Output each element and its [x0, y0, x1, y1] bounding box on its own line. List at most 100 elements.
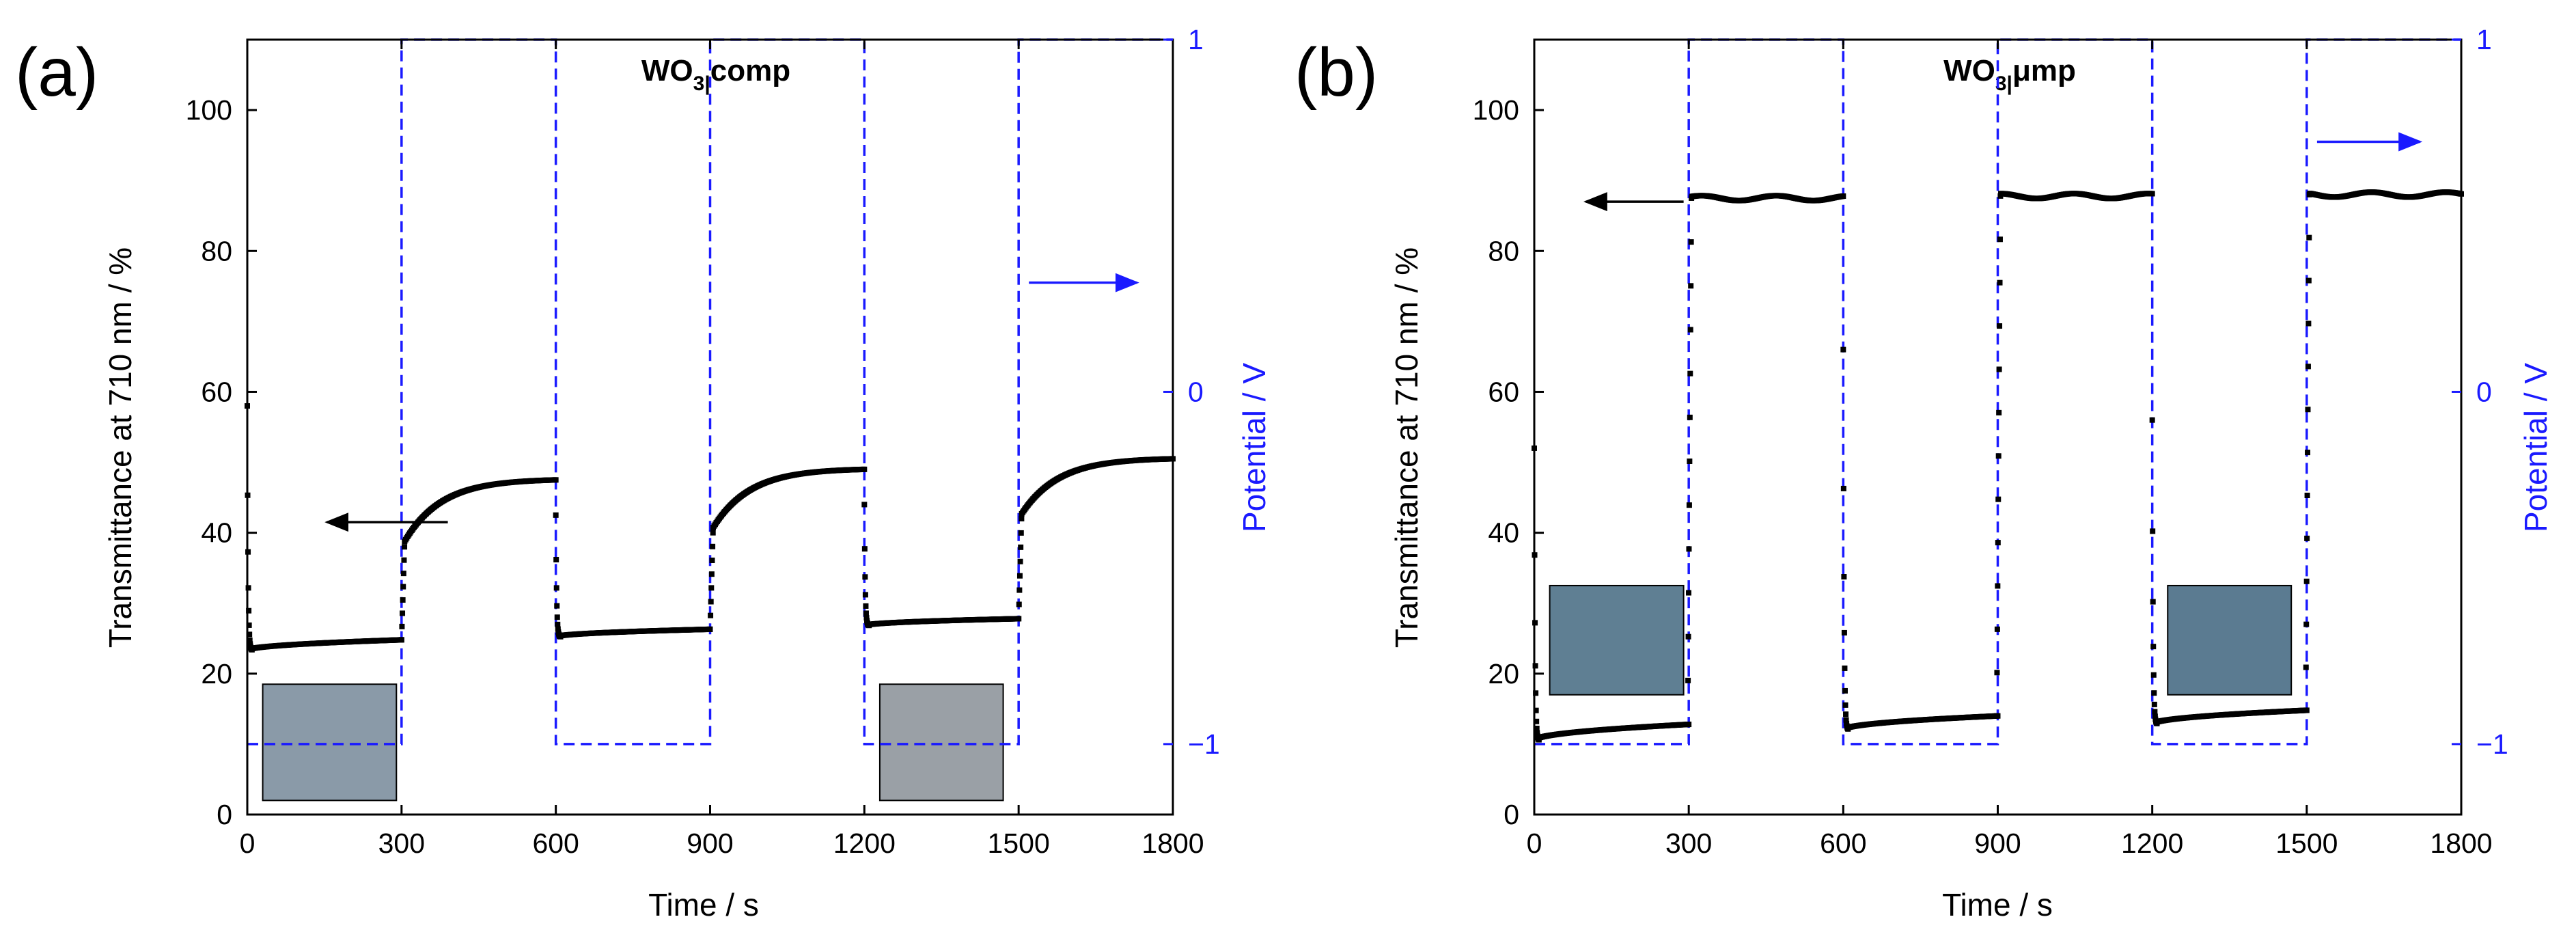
- panel-a-y-left-tick-label: 80: [201, 235, 232, 266]
- panel-a-label: (a): [15, 34, 98, 111]
- panel-b-transmittance-point: [1686, 502, 1692, 508]
- panel-a-transmittance-point: [710, 530, 716, 536]
- panel-a-transmittance-point: [1019, 516, 1025, 522]
- panel-b-transmittance-point: [2303, 707, 2309, 713]
- panel-a-inset-sample-1: [262, 683, 398, 802]
- panel-b-y-right-tick-label: 0: [2476, 376, 2492, 407]
- panel-b-transmittance-point: [1686, 546, 1692, 552]
- panel-a-x-tick-label: 1500: [988, 828, 1050, 859]
- panel-a-x-tick-label: 600: [532, 828, 579, 859]
- panel-b-inset-sample-1: [1549, 584, 1685, 696]
- panel-b-y-left-tick-label: 100: [1473, 94, 1519, 126]
- panel-b-transmittance-point: [1687, 370, 1693, 377]
- panel-b-transmittance-point: [1688, 239, 1694, 245]
- panel-b-transmittance-point: [1840, 346, 1846, 353]
- panel-a-title: WO3|comp: [641, 54, 790, 95]
- panel-b-x-axis-label: Time / s: [1942, 887, 2053, 922]
- panel-b-transmittance-point: [2303, 664, 2309, 670]
- panel-b-y-right-tick-label: −1: [2476, 728, 2508, 760]
- panel-a: (a) WO3|comp 0 300 600 900 1200 1500 1800 0204…: [15, 24, 1272, 922]
- panel-b: (b) WO3|μmp 0 300 600 900 1200 1500 1800 02040…: [1294, 24, 2553, 922]
- panel-b-transmittance-point: [2304, 535, 2310, 541]
- panel-a-transmittance-point: [708, 585, 715, 591]
- panel-a-transmittance-point: [861, 502, 868, 508]
- panel-a-transmittance-point: [553, 557, 559, 563]
- panel-a-transmittance-point: [400, 571, 406, 577]
- panel-a-transmittance-point: [707, 626, 713, 632]
- panel-b-x-tick-label: 900: [1974, 828, 2021, 859]
- panel-a-transmittance-point: [246, 607, 252, 614]
- panel-b-transmittance-point: [1533, 690, 1539, 696]
- panel-b-inset-sample-2: [2167, 584, 2293, 696]
- panel-a-transmittance-point: [863, 610, 869, 616]
- panel-b-transmittance-point: [1688, 283, 1694, 289]
- panel-b-transmittance-point: [1997, 323, 2003, 329]
- panel-b-transmittance-point: [2151, 701, 2157, 707]
- panel-a-transmittance-point: [863, 603, 869, 609]
- panel-b-x-tick-label: 0: [1527, 828, 1542, 859]
- panel-b-transmittance-point: [2305, 407, 2311, 413]
- panel-a-transmittance-point: [863, 615, 870, 621]
- panel-a-transmittance-point: [246, 622, 252, 628]
- panel-b-x-tick-label: 1500: [2275, 828, 2338, 859]
- panel-a-transmittance-point: [553, 585, 559, 591]
- panel-a-transmittance-point: [708, 571, 715, 577]
- panel-a-transmittance-point: [399, 623, 405, 629]
- panel-a-transmittance-point: [861, 466, 868, 472]
- panel-b-transmittance-point: [1995, 453, 2002, 459]
- panel-a-plot-area: 0 300 600 900 1200 1500 1800 0 20 40 60 80 100 −1 0 1: [186, 24, 1220, 859]
- panel-b-y-axis-right-label: Potential / V: [2518, 363, 2553, 532]
- panel-a-y-left-tick-label: 60: [201, 376, 232, 407]
- panel-b-transmittance-point: [2150, 599, 2156, 605]
- panel-a-y-right-tick-label: 1: [1188, 24, 1204, 55]
- panel-b-label: (b): [1294, 34, 1378, 111]
- panel-b-transmittance-point: [1532, 663, 1538, 669]
- panel-b-transmittance-point: [1995, 540, 2001, 546]
- panel-b-transmittance-point: [1841, 629, 1847, 636]
- panel-b-transmittance-point: [1843, 717, 1849, 723]
- panel-a-y-axis-left-label: Transmittance at 710 nm / %: [102, 247, 138, 648]
- panel-b-transmittance-point: [2152, 709, 2158, 715]
- panel-b-transmittance-point: [1997, 236, 2003, 243]
- panel-b-transmittance-point: [1996, 409, 2002, 415]
- panel-b-y-left-tick-label: 20: [1488, 658, 1519, 689]
- panel-b-y-axis-left-label: Transmittance at 710 nm / %: [1389, 247, 1424, 648]
- panel-b-x-tick-label: 600: [1820, 828, 1866, 859]
- panel-b-transmittance-point: [2149, 191, 2155, 197]
- panel-a-x-tick-label: 300: [378, 828, 425, 859]
- panel-a-potential-line: [247, 38, 1173, 746]
- panel-b-transmittance-point: [2304, 492, 2310, 498]
- panel-b-transmittance-point: [1840, 193, 1846, 200]
- panel-a-transmittance-point: [554, 603, 560, 609]
- panel-a-x-tick-label: 0: [240, 828, 255, 859]
- panel-b-x-tick-label: 300: [1665, 828, 1712, 859]
- panel-b-y-left-tick-label: 40: [1488, 517, 1519, 549]
- panel-b-transmittance-point: [1841, 574, 1847, 580]
- panel-b-transmittance-point: [1685, 722, 1691, 728]
- panel-b-transmittance-point: [1997, 279, 2003, 286]
- panel-a-transmittance-point: [555, 621, 561, 627]
- panel-a-transmittance-point: [400, 597, 406, 603]
- panel-b-y-left-tick-label: 0: [1504, 799, 1519, 830]
- panel-a-transmittance-point: [247, 637, 253, 643]
- panel-b-plot-area: 0 300 600 900 1200 1500 1800 0 20 40 60 80 100 −1 0 1: [1473, 24, 2508, 859]
- panel-b-transmittance-point: [1687, 458, 1693, 464]
- panel-a-transmittance-point: [862, 574, 868, 580]
- panel-b-transmittance-point: [1534, 725, 1540, 731]
- panel-a-y-left-tick-label: 100: [186, 94, 232, 126]
- panel-a-transmittance-point: [1016, 601, 1022, 607]
- panel-b-y-left-tick-label: 80: [1488, 235, 1519, 266]
- panel-a-transmittance-point: [400, 584, 406, 590]
- panel-a-transmittance-point: [1016, 573, 1023, 579]
- panel-a-transmittance-point: [1017, 558, 1023, 564]
- panel-b-transmittance-point: [2150, 528, 2156, 534]
- panel-b-transmittance-point: [1840, 485, 1846, 491]
- panel-b-transmittance-point: [1842, 687, 1848, 694]
- panel-b-transmittance-point: [1533, 707, 1539, 713]
- panel-b-transmittance-point: [2305, 364, 2311, 370]
- panel-b-transmittance-point: [1842, 702, 1848, 708]
- panel-b-x-tick-label: 1800: [2430, 828, 2492, 859]
- panel-a-y-left-tick-label: 0: [217, 799, 232, 830]
- panel-a-transmittance-point: [555, 626, 561, 632]
